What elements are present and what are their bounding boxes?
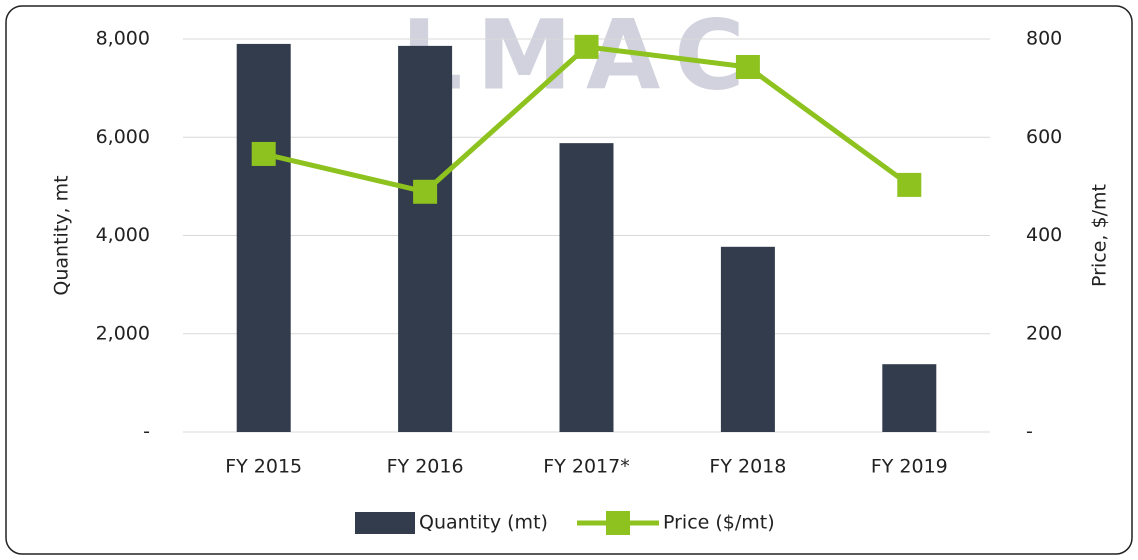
y-tick-label: 8,000: [96, 28, 150, 50]
y-tick-label: 2,000: [96, 322, 150, 344]
y2-tick-label: 800: [1026, 28, 1062, 50]
y2-tick-label: -: [1026, 421, 1033, 443]
price-marker: [897, 173, 921, 197]
x-tick-label: FY 2017*: [543, 456, 629, 478]
legend-swatch-marker: [606, 511, 630, 535]
y2-tick-label: 600: [1026, 126, 1062, 148]
bar: [237, 44, 291, 432]
x-tick-label: FY 2019: [871, 456, 948, 478]
bar: [882, 364, 936, 432]
y-tick-label: -: [143, 421, 150, 443]
price-marker: [413, 180, 437, 204]
bar: [398, 46, 452, 432]
legend-label: Quantity (mt): [419, 512, 548, 534]
x-tick-label: FY 2016: [387, 456, 464, 478]
bar: [721, 247, 775, 432]
y2-tick-label: 400: [1026, 224, 1062, 246]
legend-swatch: [355, 512, 415, 534]
price-marker: [575, 35, 599, 59]
price-marker: [736, 55, 760, 79]
x-tick-label: FY 2018: [709, 456, 786, 478]
chart: LMAC-2,0004,0006,0008,000-200400600800Qu…: [0, 0, 1138, 560]
y-tick-label: 4,000: [96, 224, 150, 246]
legend-label: Price ($/mt): [663, 512, 775, 534]
y2-tick-label: 200: [1026, 322, 1062, 344]
x-tick-label: FY 2015: [225, 456, 302, 478]
y-tick-label: 6,000: [96, 126, 150, 148]
y-axis-title: Quantity, mt: [51, 175, 73, 295]
y2-axis-title: Price, $/mt: [1089, 184, 1111, 287]
price-marker: [252, 142, 276, 166]
bar: [560, 143, 614, 432]
